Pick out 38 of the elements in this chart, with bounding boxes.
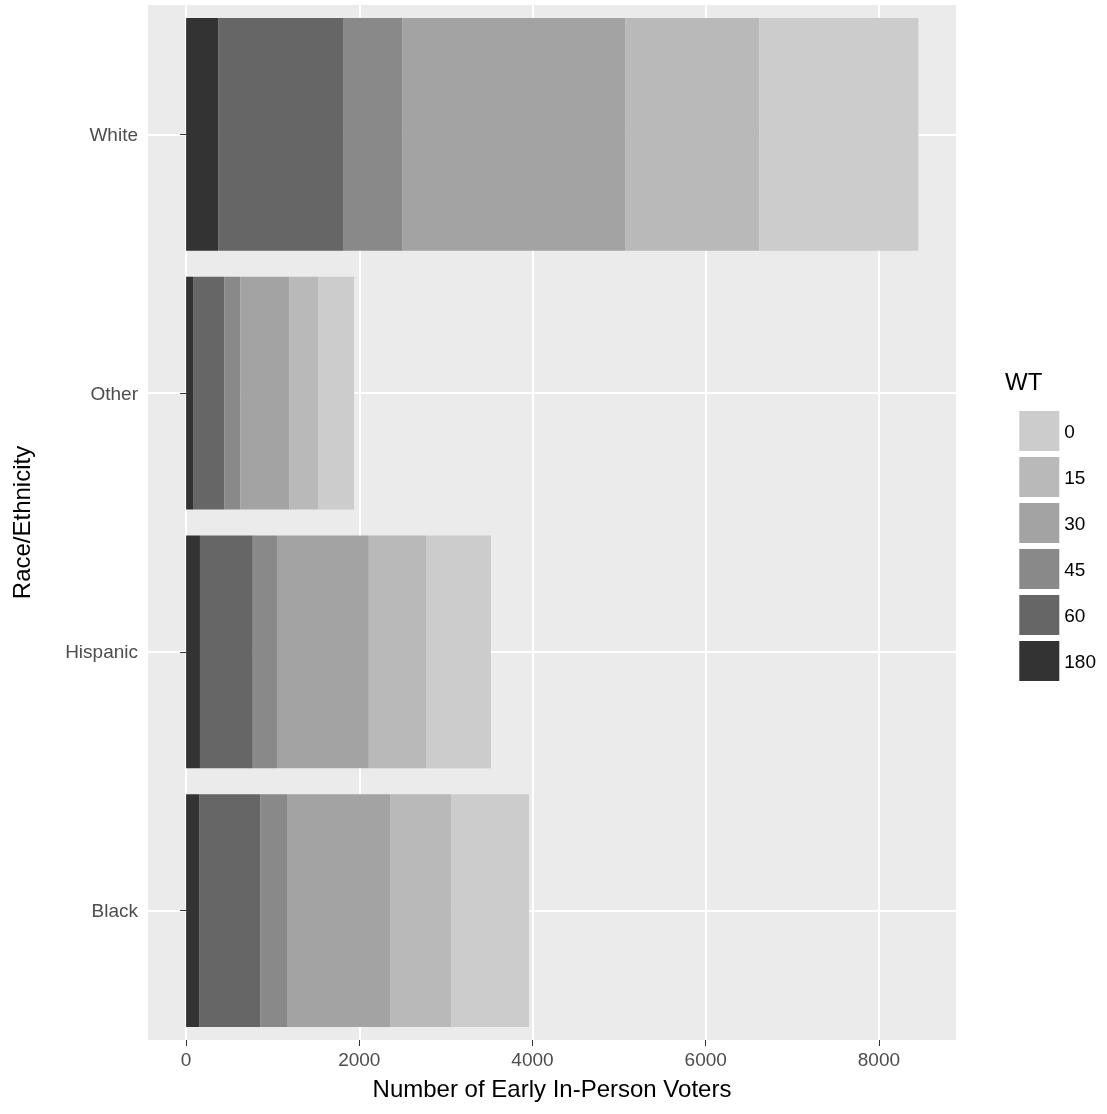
legend-label: 0 — [1064, 420, 1075, 442]
bar — [343, 17, 403, 251]
x-tick-label: 4000 — [511, 1049, 554, 1070]
legend-label: 15 — [1064, 466, 1086, 488]
bar — [277, 535, 369, 769]
y-tick-label: Other — [90, 382, 139, 404]
y-axis-title: Race/Ethnicity — [7, 445, 35, 600]
bar — [199, 794, 261, 1028]
y-tick-label: Hispanic — [65, 641, 138, 663]
legend-title: WT — [1005, 367, 1043, 395]
x-axis-title: Number of Early In-Person Voters — [372, 1074, 732, 1102]
bar — [390, 794, 452, 1028]
bar — [402, 17, 626, 251]
bar — [260, 794, 287, 1028]
y-tick-label: White — [89, 123, 138, 145]
x-tick-label: 2000 — [338, 1049, 381, 1070]
legend-label: 60 — [1064, 604, 1086, 626]
x-tick-label: 0 — [180, 1049, 192, 1070]
bar — [289, 276, 319, 510]
legend-label: 45 — [1064, 558, 1086, 580]
bar — [224, 276, 241, 510]
bar — [318, 276, 355, 510]
bar — [287, 794, 391, 1028]
bar — [451, 794, 530, 1028]
bar — [240, 276, 290, 510]
bar — [199, 535, 253, 769]
bar — [625, 17, 760, 251]
y-tick-label: Black — [91, 900, 139, 922]
legend-label: 30 — [1064, 512, 1086, 534]
bar — [193, 276, 225, 510]
bar — [425, 535, 491, 769]
x-tick-label: 6000 — [684, 1049, 727, 1070]
x-tick-label: 8000 — [857, 1049, 901, 1070]
bar — [368, 535, 426, 769]
legend-label: 180 — [1064, 650, 1096, 672]
bar — [759, 17, 919, 251]
bar — [252, 535, 278, 769]
bar — [218, 17, 344, 251]
